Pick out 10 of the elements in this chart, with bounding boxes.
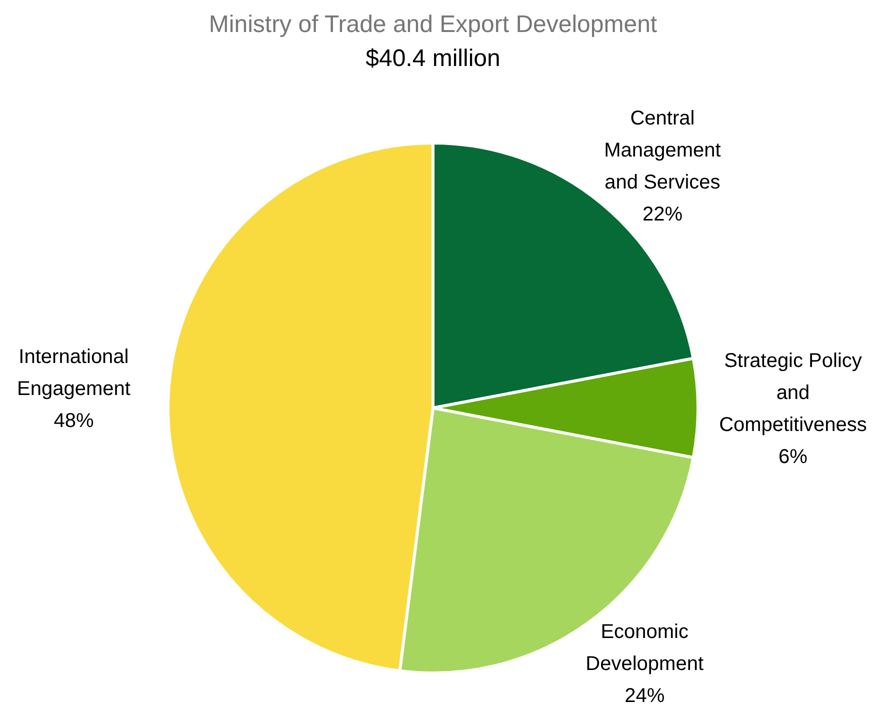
slice-label: Economic Development xyxy=(586,620,704,675)
slice-label: Central Management and Services xyxy=(604,107,722,194)
slice-label: International Engagement xyxy=(17,346,131,400)
chart-subtitle: $40.4 million xyxy=(366,45,500,72)
data-label: 6% xyxy=(778,446,808,468)
data-label: 48% xyxy=(54,410,94,432)
data-label: 24% xyxy=(624,684,665,707)
data-label: 22% xyxy=(642,203,683,226)
chart-title: Ministry of Trade and Export Development xyxy=(208,11,658,38)
slice-label: Strategic Policy and Competitiveness xyxy=(719,350,867,436)
